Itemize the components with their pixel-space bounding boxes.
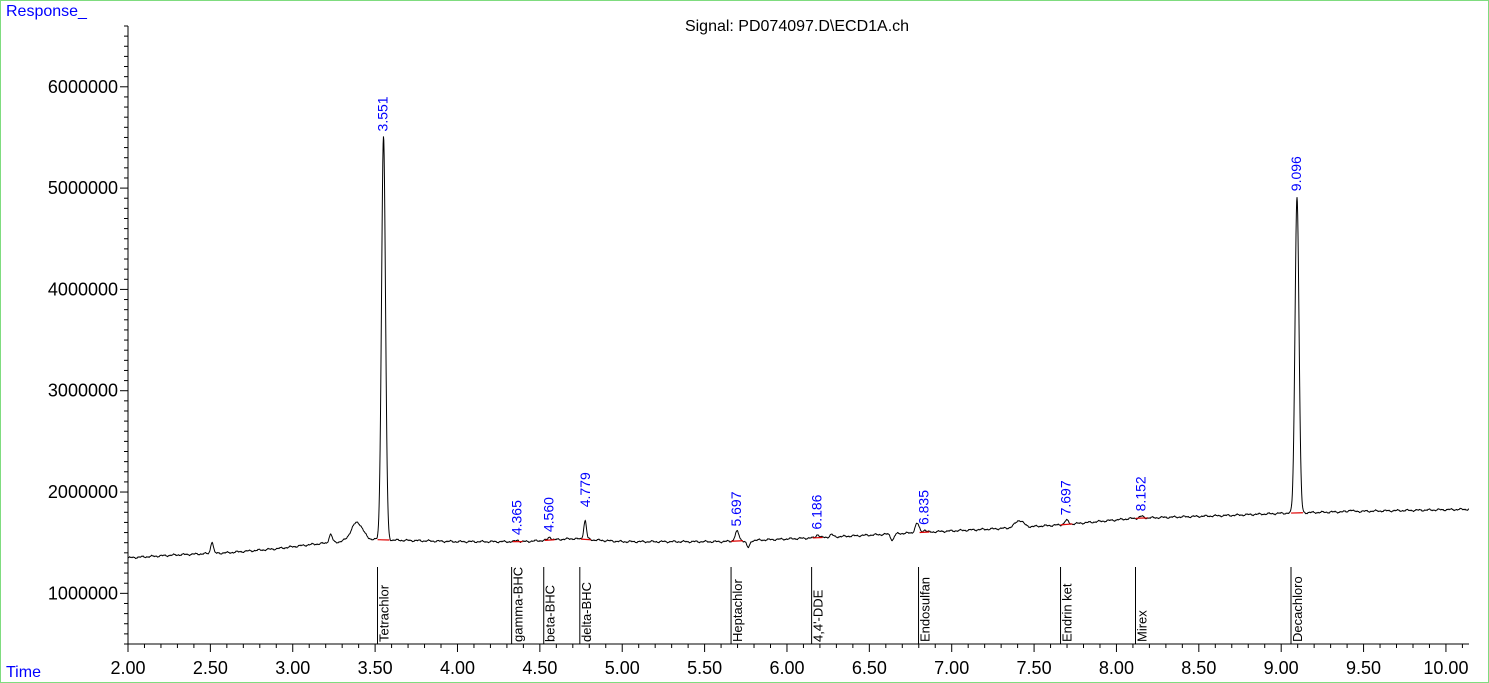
x-tick-label: 5.00: [605, 658, 640, 678]
x-axis-title: Time: [6, 664, 41, 681]
x-tick-label: 10.00: [1423, 658, 1468, 678]
y-tick-label: 2000000: [48, 482, 118, 502]
x-tick-label: 5.50: [687, 658, 722, 678]
compound-label: Endosulfan: [918, 577, 933, 642]
x-tick-label: 8.00: [1099, 658, 1134, 678]
x-tick-label: 4.00: [440, 658, 475, 678]
y-tick-label: 4000000: [48, 279, 118, 299]
axes: 1000000 2000000 3000000 4000000 5000000 60000…: [48, 25, 1469, 678]
x-tick-label: 7.50: [1017, 658, 1052, 678]
x-tick-label: 2.00: [110, 658, 145, 678]
y-tick-label: 3000000: [48, 381, 118, 401]
integration-baseline: [580, 538, 591, 541]
peak-rt-label: 7.697: [1058, 480, 1074, 515]
x-tick-label: 6.00: [769, 658, 804, 678]
x-tick-label: 6.50: [852, 658, 887, 678]
x-tick-label: 2.50: [193, 658, 228, 678]
trace-layer: [127, 136, 1470, 560]
x-tick-label: 9.50: [1346, 658, 1381, 678]
compound-label: Tetrachlor: [377, 584, 392, 642]
chart-title: Signal: PD074097.D\ECD1A.ch: [685, 18, 909, 35]
signal-trace: [127, 136, 1470, 560]
compound-label: beta-BHC: [543, 585, 558, 642]
peak-rt-label: 8.152: [1132, 476, 1148, 511]
x-tick-label: 9.00: [1264, 658, 1299, 678]
x-tick-label: 7.00: [934, 658, 969, 678]
peak-rt-label: 9.096: [1288, 156, 1304, 191]
y-tick-label: 5000000: [48, 178, 118, 198]
peak-rt-label: 4.365: [509, 500, 525, 535]
integration-baseline: [544, 539, 555, 541]
compound-label: Heptachlor: [730, 578, 745, 642]
peak-rt-label: 5.697: [728, 491, 744, 526]
labels-layer: 3.551 Tetrachlor 4.365 gamma-BHC 4.560 beta-B…: [375, 96, 1305, 644]
x-tick-label: 3.00: [275, 658, 310, 678]
y-tick-label: 1000000: [48, 583, 118, 603]
x-tick-label: 4.50: [522, 658, 557, 678]
compound-label: Mirex: [1134, 610, 1149, 642]
compound-label: 4,4'-DDE: [811, 589, 826, 642]
peak-rt-label: 3.551: [375, 96, 391, 131]
peak-rt-label: 4.560: [541, 497, 557, 532]
x-tick-label: 8.50: [1181, 658, 1216, 678]
compound-label: Endrin ket: [1060, 583, 1075, 642]
peak-rt-label: 4.779: [577, 472, 593, 507]
compound-label: delta-BHC: [579, 582, 594, 642]
peak-rt-label: 6.835: [916, 490, 932, 525]
y-tick-label: 6000000: [48, 77, 118, 97]
compound-label: gamma-BHC: [511, 567, 526, 642]
compound-label: Decachloro: [1290, 576, 1305, 642]
x-tick-label: 3.50: [358, 658, 393, 678]
peak-rt-label: 6.186: [809, 494, 825, 529]
integration-baseline: [1060, 523, 1073, 526]
y-axis-title: Response_: [6, 3, 88, 20]
